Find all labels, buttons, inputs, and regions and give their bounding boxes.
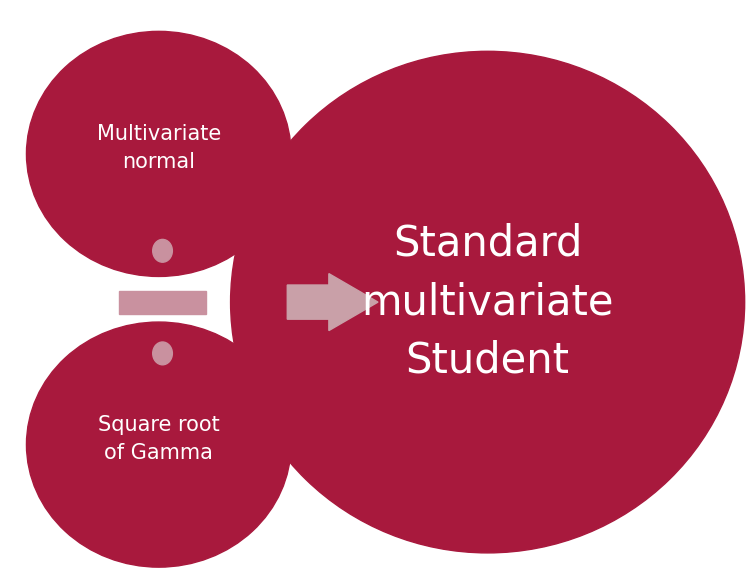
Ellipse shape <box>26 31 291 276</box>
Text: Multivariate
normal: Multivariate normal <box>97 124 221 172</box>
Ellipse shape <box>153 239 172 262</box>
Ellipse shape <box>231 51 745 553</box>
Ellipse shape <box>26 322 291 567</box>
FancyBboxPatch shape <box>119 291 206 314</box>
Ellipse shape <box>153 342 172 365</box>
Text: Standard
multivariate
Student: Standard multivariate Student <box>361 223 614 381</box>
Polygon shape <box>287 274 378 331</box>
Text: Square root
of Gamma: Square root of Gamma <box>98 415 220 463</box>
